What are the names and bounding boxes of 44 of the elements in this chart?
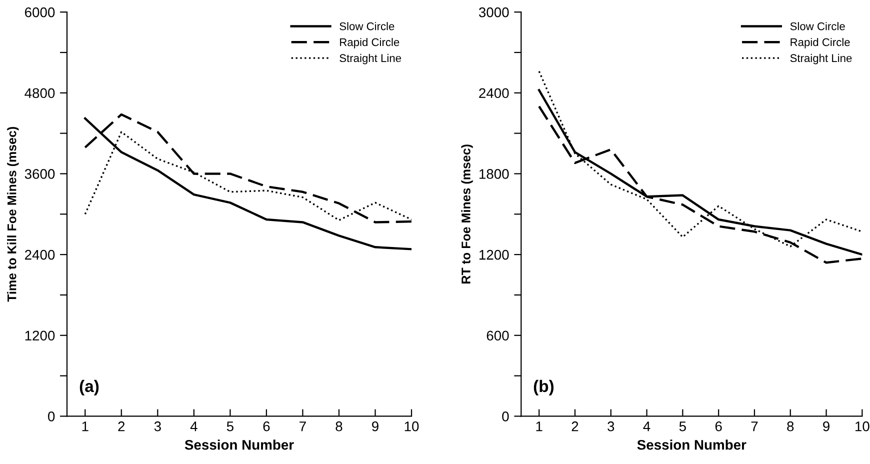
y-tick-label: 4800 <box>24 88 55 98</box>
y-tick-label: 2400 <box>479 88 509 98</box>
annotation: (a) <box>80 380 99 396</box>
legend-label: Straight Line <box>340 54 402 64</box>
x-tick-label: 5 <box>226 422 234 432</box>
y-tick-label: 0 <box>502 412 509 422</box>
x-tick-label: 3 <box>608 421 614 432</box>
x-tick-label: 7 <box>751 422 758 432</box>
x-axis-title: Session Number <box>184 440 294 450</box>
y-axis-title: RT to Foe Mines (msec) <box>461 144 473 284</box>
y-tick-label: 3000 <box>478 7 509 18</box>
y-tick-label: 1200 <box>479 250 509 260</box>
x-tick-label: 8 <box>336 421 342 432</box>
y-tick-label: 1200 <box>25 330 55 341</box>
x-tick-label: 7 <box>300 422 306 432</box>
x-tick-label: 2 <box>572 421 578 432</box>
y-tick-label: 2400 <box>24 250 55 260</box>
y-tick-label: 600 <box>486 330 509 341</box>
y-tick-label: 6000 <box>24 7 55 18</box>
x-axis-title: Session Number <box>637 440 746 450</box>
x-tick-label: 4 <box>643 422 650 432</box>
y-axis-title: Time to Kill Foe Mines (msec) <box>7 127 19 302</box>
annotation: (b) <box>534 380 554 396</box>
x-tick-label: 1 <box>536 422 542 432</box>
x-tick-label: 4 <box>190 422 198 432</box>
x-tick-label: 6 <box>263 421 270 432</box>
x-tick-label: 6 <box>715 421 722 432</box>
legend-label: Rapid Circle <box>340 38 400 48</box>
x-tick-label: 3 <box>154 421 161 432</box>
x-tick-label: 5 <box>679 422 686 432</box>
legend-label: Slow Circle <box>790 22 845 30</box>
y-tick-label: 3600 <box>24 169 55 179</box>
x-tick-label: 1 <box>82 422 88 432</box>
x-tick-label: 9 <box>823 421 830 432</box>
y-tick-label: 1800 <box>479 169 509 179</box>
x-tick-label: 10 <box>856 421 870 432</box>
legend-label: Straight Line <box>790 54 852 64</box>
x-tick-label: 10 <box>404 421 419 432</box>
x-tick-label: 8 <box>787 421 794 432</box>
legend-label: Rapid Circle <box>790 38 850 48</box>
y-tick-label: 0 <box>48 412 55 422</box>
x-tick-label: 9 <box>372 421 378 432</box>
x-tick-label: 2 <box>118 421 125 432</box>
legend-label: Slow Circle <box>340 22 394 30</box>
